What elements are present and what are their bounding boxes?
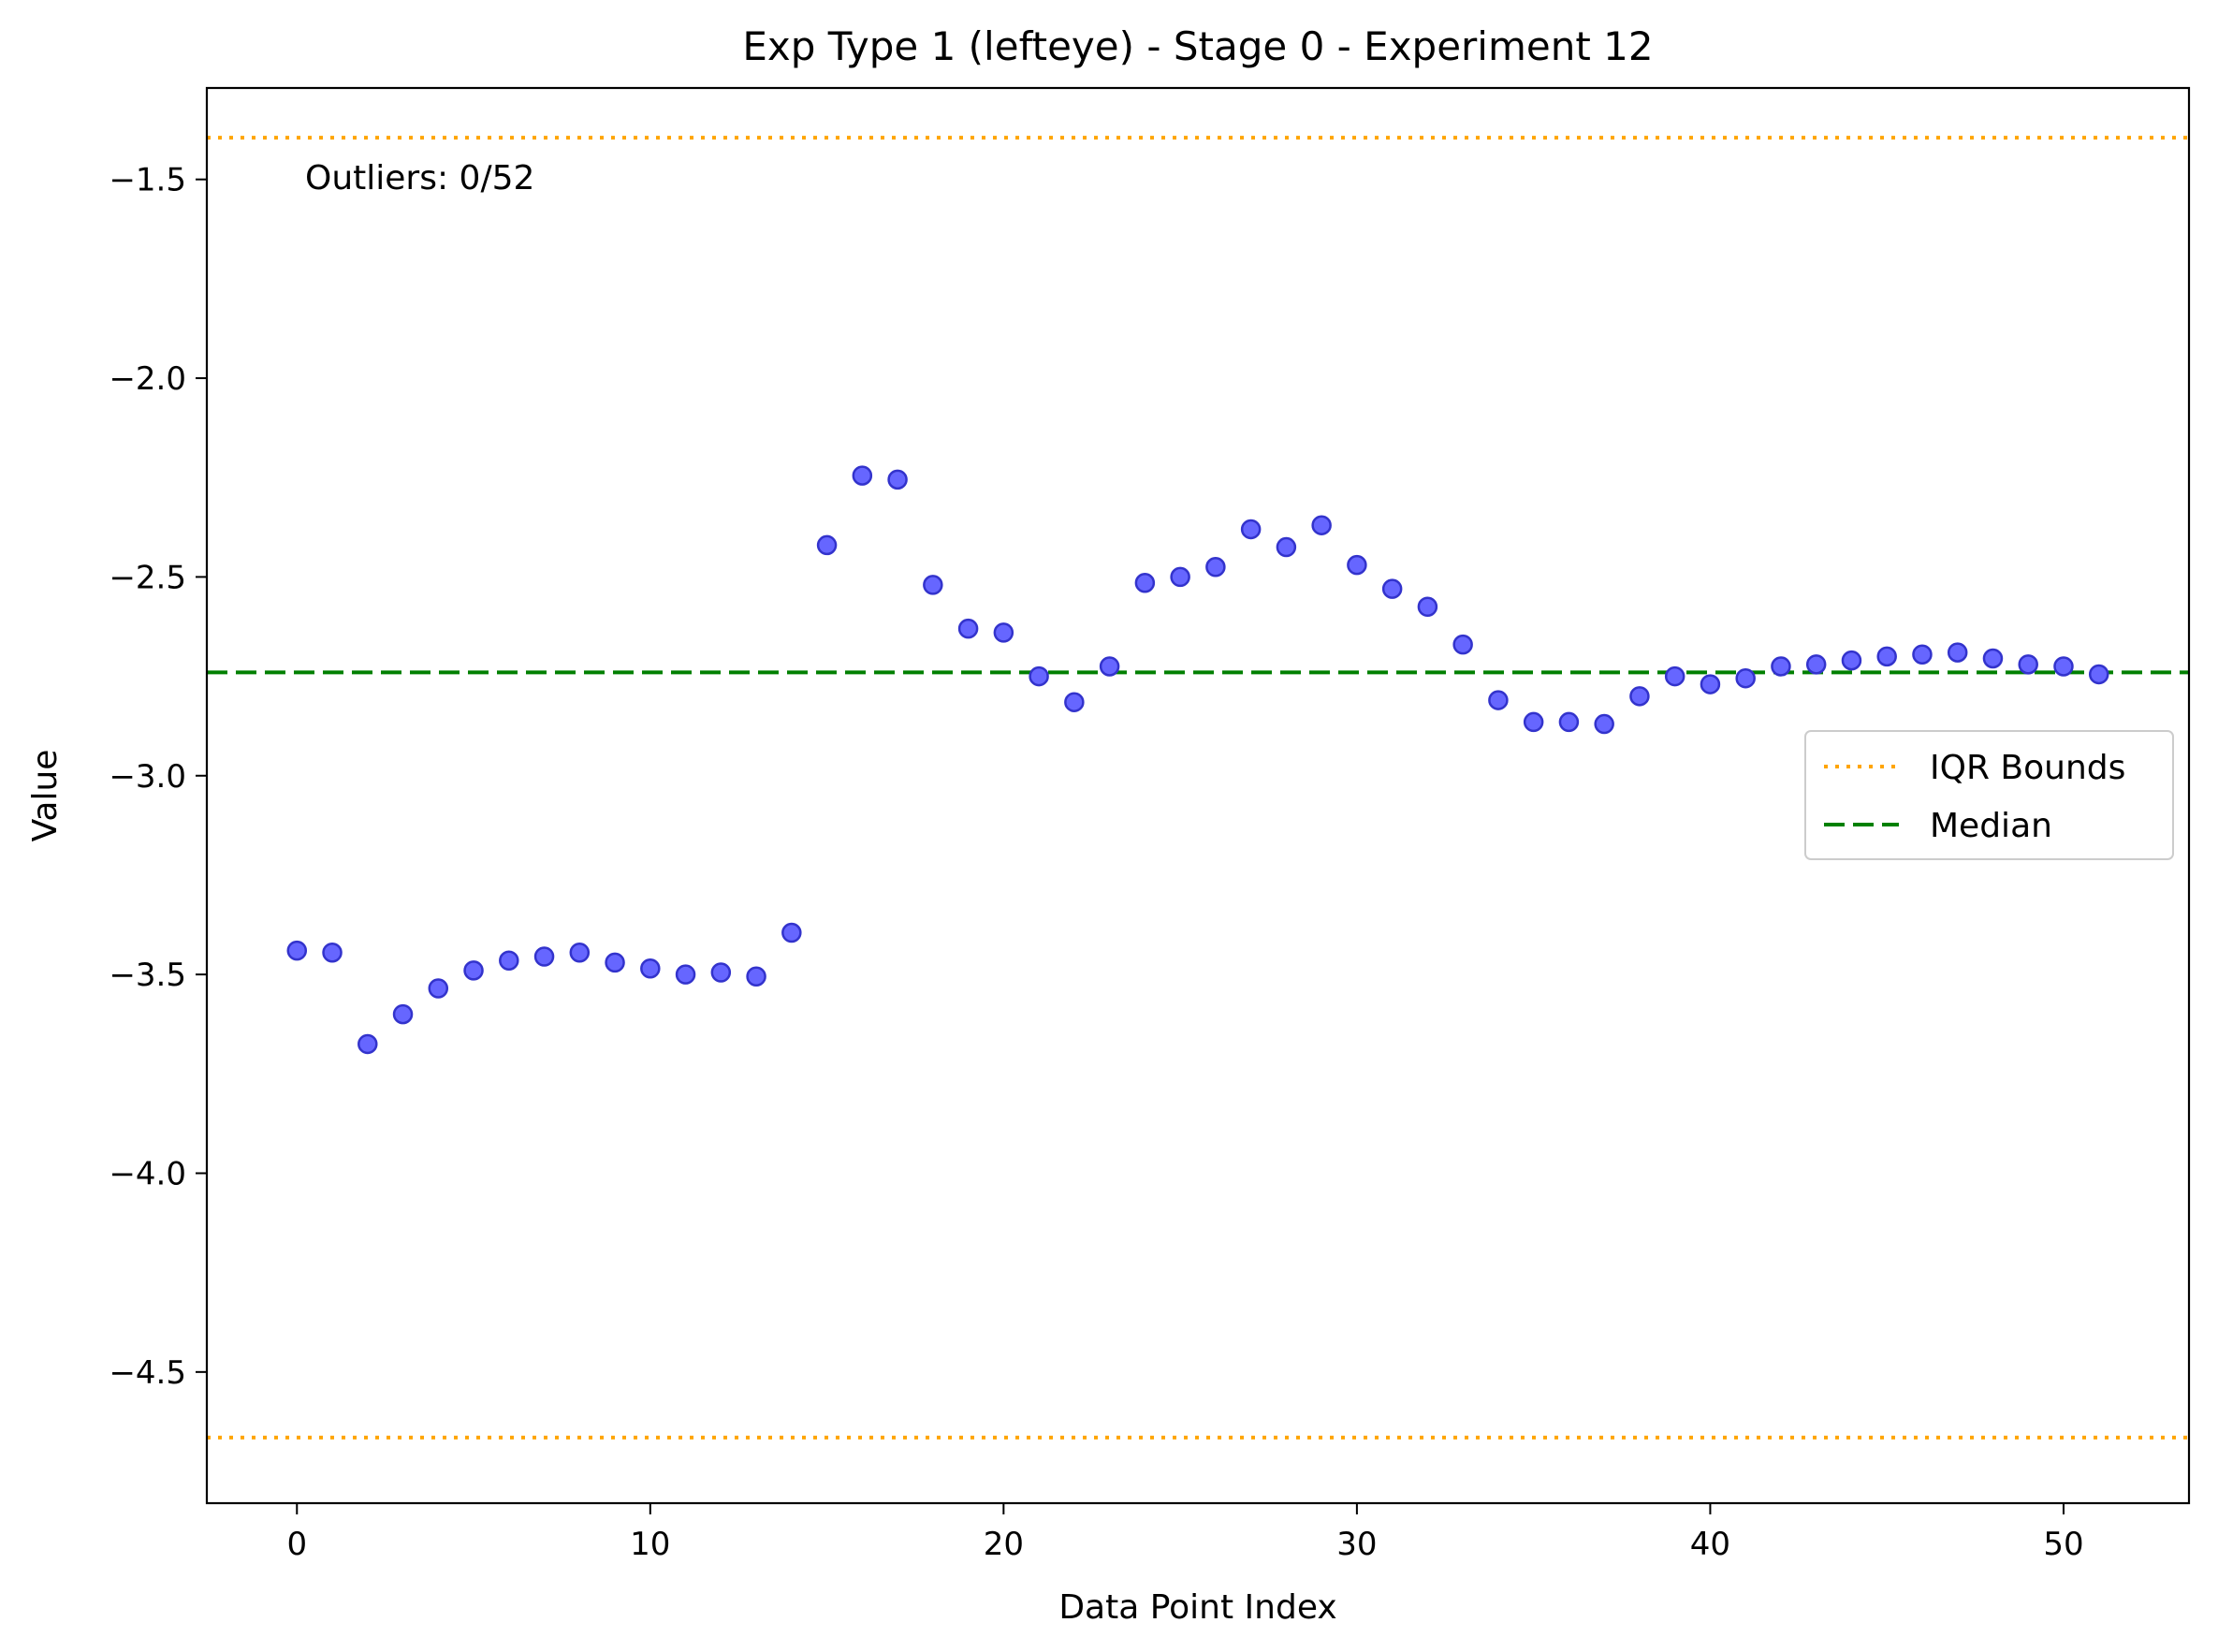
data-point <box>923 575 943 595</box>
y-axis-ticks: −4.5 −4.0 −3.5 −3.0 −2.5 −2.0 −1.5 <box>109 162 207 1392</box>
data-point <box>1381 578 1403 599</box>
data-point <box>993 622 1014 643</box>
data-point <box>1064 692 1085 712</box>
data-point <box>1488 690 1509 710</box>
data-point <box>781 922 802 943</box>
legend: IQR Bounds Median <box>1804 730 2174 860</box>
data-point <box>746 966 766 987</box>
data-point <box>1452 634 1473 655</box>
data-point <box>1594 713 1614 735</box>
y-tick-label: −3.0 <box>109 758 186 796</box>
data-point <box>1629 686 1650 707</box>
chart-title: Exp Type 1 (lefteye) - Stage 0 - Experim… <box>742 23 1653 69</box>
data-point <box>533 946 555 967</box>
x-axis-label: Data Point Index <box>1058 1588 1336 1627</box>
data-point <box>605 952 625 973</box>
x-tick-label: 20 <box>984 1526 1024 1563</box>
data-point <box>392 1003 414 1025</box>
y-tick-label: −2.5 <box>109 559 186 596</box>
data-point <box>887 469 908 490</box>
data-point <box>463 960 484 981</box>
data-point <box>852 465 873 486</box>
data-point <box>1311 515 1332 535</box>
data-point <box>1805 654 1827 675</box>
x-tick-label: 30 <box>1336 1526 1377 1563</box>
data-point <box>1947 642 1968 663</box>
data-point <box>1523 711 1544 733</box>
data-points <box>286 465 2109 1055</box>
data-point <box>1134 573 1156 593</box>
data-point <box>499 950 519 972</box>
data-point <box>286 940 308 961</box>
y-tick-label: −3.5 <box>109 957 186 994</box>
data-point <box>1700 674 1721 694</box>
y-tick-label: −1.5 <box>109 162 186 199</box>
data-point <box>675 964 696 985</box>
data-point <box>1735 667 1756 689</box>
data-point <box>2018 654 2038 675</box>
legend-label: Median <box>1930 807 2052 845</box>
data-point <box>2088 664 2109 685</box>
data-point <box>1876 646 1897 667</box>
data-point <box>358 1033 378 1055</box>
data-point <box>1982 648 2004 669</box>
data-point <box>1912 644 1933 665</box>
x-tick-label: 0 <box>286 1526 307 1563</box>
data-point <box>710 962 732 983</box>
data-point <box>1841 650 1862 671</box>
legend-box <box>1804 730 2174 860</box>
data-point <box>1664 665 1685 687</box>
outliers-annotation: Outliers: 0/52 <box>305 159 534 197</box>
y-axis-label: Value <box>26 750 65 842</box>
data-point <box>1099 656 1120 677</box>
data-point <box>1029 665 1049 687</box>
reference-lines <box>207 136 2189 1440</box>
data-point <box>428 978 449 999</box>
data-point <box>322 943 343 963</box>
data-point <box>1276 536 1297 558</box>
data-point <box>1417 596 1438 618</box>
data-point <box>1205 557 1226 577</box>
data-point <box>1240 519 1262 540</box>
data-point <box>640 958 661 979</box>
data-point <box>1170 566 1190 588</box>
y-tick-label: −4.0 <box>109 1155 186 1192</box>
data-point <box>1347 554 1367 576</box>
y-tick-label: −2.0 <box>109 360 186 398</box>
data-point <box>957 618 979 639</box>
data-point <box>1771 656 1791 677</box>
data-point <box>1558 711 1580 733</box>
y-tick-label: −4.5 <box>109 1354 186 1392</box>
data-point <box>816 534 838 556</box>
x-tick-label: 50 <box>2043 1526 2083 1563</box>
x-tick-label: 40 <box>1690 1526 1730 1563</box>
data-point <box>2053 656 2074 677</box>
x-tick-label: 10 <box>630 1526 670 1563</box>
legend-label: IQR Bounds <box>1930 749 2125 787</box>
data-point <box>569 943 591 963</box>
x-axis-ticks: 0 10 20 30 40 50 <box>286 1503 2084 1563</box>
plot-frame <box>205 86 2191 1505</box>
